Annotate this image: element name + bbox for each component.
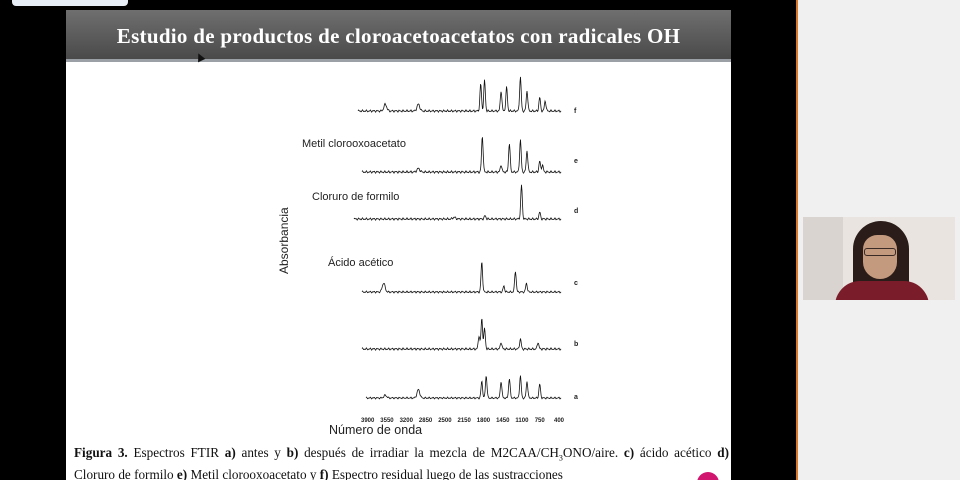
slide-title: Estudio de productos de cloroacetoacetat… (116, 24, 681, 48)
caption-fig-label: Figura 3. (74, 445, 128, 460)
caption-text-7: Metil clorooxoacetato y (187, 466, 320, 480)
caption-text-3: después de irradiar la mezcla de M2CAA/C… (298, 445, 559, 460)
caption-b: b) (286, 445, 299, 460)
panel-letter-a: a (574, 394, 578, 401)
caption-text-6: Cloruro de formilo (74, 466, 177, 480)
y-axis-label: Absorbancia (277, 207, 291, 274)
x-tick-label: 2150 (458, 418, 472, 424)
caption-f: f) (319, 466, 329, 480)
annotation-metil: Metil clorooxoacetato (302, 138, 406, 150)
participant-video-tile[interactable] (803, 217, 955, 300)
x-tick-label: 3550 (380, 418, 394, 424)
participant-glasses-icon (864, 248, 896, 256)
x-tick-label: 3200 (400, 418, 414, 424)
x-tick-labels-group: 3900 3550 3200 2850 2500 2150 1800 1450 1100 750 4… (361, 418, 565, 424)
x-axis-label: Número de onda (329, 423, 422, 437)
annotation-cloruro: Cloruro de formilo (312, 191, 399, 203)
spectrum-line-d (353, 184, 562, 221)
caption-text-4: ONO/aire. (562, 445, 624, 460)
x-tick-label: 400 (554, 418, 565, 424)
x-tick-label: 2500 (438, 418, 452, 424)
panel-letter-e: e (574, 158, 578, 165)
spectra-group (353, 76, 562, 400)
x-tick-label: 1100 (515, 418, 529, 424)
spectrum-line-b (361, 318, 562, 351)
figure-caption: Figura 3. Espectros FTIR a) antes y b) d… (74, 445, 729, 480)
caption-a: a) (224, 445, 236, 460)
x-tick-label: 1800 (477, 418, 491, 424)
spectrum-line-a (365, 375, 562, 400)
pointer-marker (697, 472, 719, 480)
slide-title-bar: Estudio de productos de cloroacetoacetat… (66, 10, 731, 62)
caption-text-1: Espectros FTIR (127, 445, 225, 460)
caption-text-5: ácido acético (634, 445, 718, 460)
caption-d: d) (717, 445, 729, 460)
spectrum-line-c (361, 262, 562, 294)
annotation-acetico: Ácido acético (328, 256, 393, 269)
participant-face (863, 235, 897, 279)
top-toolbar (0, 0, 800, 8)
ftir-figure: f e d c b a 3900 3550 3200 2850 2500 2150 1800 1450 1… (277, 76, 578, 437)
screen-border (796, 0, 798, 480)
caption-e: e) (176, 466, 188, 480)
participant-shirt (835, 281, 929, 300)
toolbar-tab[interactable] (12, 0, 128, 6)
spectrum-line-f (357, 76, 562, 113)
x-tick-label: 750 (535, 418, 546, 424)
panel-letter-c: c (574, 280, 578, 287)
slide: Estudio de productos de cloroacetoacetat… (66, 10, 731, 480)
caption-sub: 3 (558, 453, 563, 463)
spectrum-line-e (361, 137, 562, 175)
panel-letter-f: f (574, 108, 577, 115)
caption-text-8: Espectro residual luego de las sustracci… (328, 466, 563, 480)
x-tick-label: 1450 (496, 418, 510, 424)
panel-letter-d: d (574, 208, 578, 215)
panel-letter-b: b (574, 341, 578, 348)
caption-c: c) (623, 445, 635, 460)
video-background (803, 217, 843, 300)
x-tick-label: 2850 (419, 418, 433, 424)
x-tick-label: 3900 (361, 418, 375, 424)
panel-letters-group: f e d c b a (574, 108, 578, 401)
caption-text-2: antes y (235, 445, 287, 460)
